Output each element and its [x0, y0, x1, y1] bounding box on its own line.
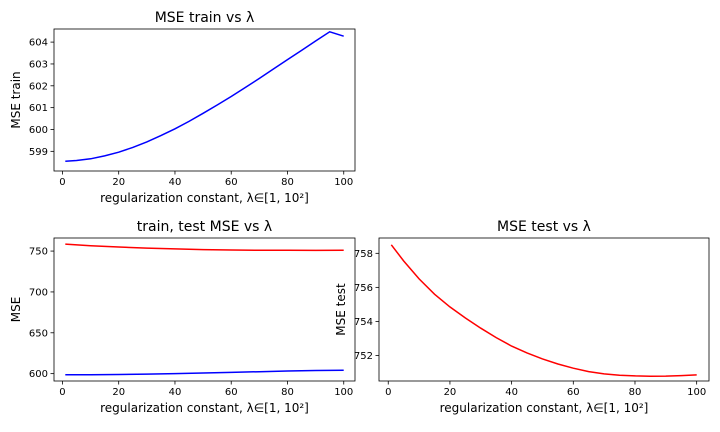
- y-axis-label: MSE: [9, 297, 23, 323]
- panel-test: 0 20 40 60 80 100 752 754 756 758 MSE test vs λ reg…: [334, 219, 710, 415]
- y-tick-label: 600: [29, 369, 48, 380]
- x-tick-label: 60: [225, 387, 238, 398]
- y-tick-label: 700: [29, 287, 48, 298]
- panel-title: MSE train vs λ: [155, 10, 255, 26]
- x-tick-label: 20: [444, 387, 457, 398]
- panel-title: MSE test vs λ: [497, 219, 591, 235]
- x-tick-label: 0: [59, 387, 65, 398]
- x-tick-label: 0: [385, 387, 391, 398]
- y-tick-label: 600: [29, 125, 48, 136]
- y-tick-label: 602: [29, 81, 48, 92]
- x-tick-label: 80: [629, 387, 642, 398]
- x-tick-label: 0: [59, 177, 65, 188]
- y-tick-label: 599: [29, 147, 48, 158]
- panel-combined: 0 20 40 60 80 100 600 650 700 750 train, test MSE …: [9, 219, 356, 415]
- panel-train: 0 20 40 60 80 100 599 600 601 602 603 604 MSE train …: [9, 10, 356, 205]
- x-tick-label: 40: [169, 387, 182, 398]
- y-tick-label: 750: [29, 247, 48, 258]
- x-axis-label: regularization constant, λ∈[1, 10²]: [100, 401, 309, 415]
- x-tick-label: 40: [169, 177, 182, 188]
- x-axis-label: regularization constant, λ∈[1, 10²]: [100, 191, 309, 205]
- axes-frame: [378, 237, 710, 382]
- y-tick-label: 604: [29, 38, 48, 49]
- x-tick-label: 80: [281, 177, 294, 188]
- y-tick-label: 756: [354, 283, 373, 294]
- x-tick-label: 60: [225, 177, 238, 188]
- x-tick-label: 20: [112, 177, 125, 188]
- y-tick-label: 754: [354, 317, 373, 328]
- y-axis-label: MSE train: [9, 71, 23, 128]
- x-tick-label: 100: [334, 387, 353, 398]
- y-tick-label: 601: [29, 103, 48, 114]
- y-axis-label: MSE test: [334, 283, 348, 336]
- x-axis-label: regularization constant, λ∈[1, 10²]: [440, 401, 649, 415]
- y-tick-label: 758: [354, 249, 373, 260]
- axes-frame: [53, 28, 356, 172]
- y-tick-label: 752: [354, 351, 373, 362]
- x-tick-label: 100: [687, 387, 706, 398]
- x-tick-label: 20: [112, 387, 125, 398]
- x-tick-label: 40: [505, 387, 518, 398]
- y-tick-label: 603: [29, 59, 48, 70]
- y-tick-label: 650: [29, 328, 48, 339]
- x-tick-label: 80: [281, 387, 294, 398]
- series-line-combined-0: [65, 369, 344, 376]
- series-line-combined-1: [65, 243, 344, 252]
- panel-title: train, test MSE vs λ: [137, 219, 272, 235]
- x-tick-label: 60: [567, 387, 580, 398]
- series-line-train-0: [65, 30, 344, 162]
- x-tick-label: 100: [334, 177, 353, 188]
- axes-frame: [53, 237, 356, 382]
- series-line-test-0: [390, 244, 697, 377]
